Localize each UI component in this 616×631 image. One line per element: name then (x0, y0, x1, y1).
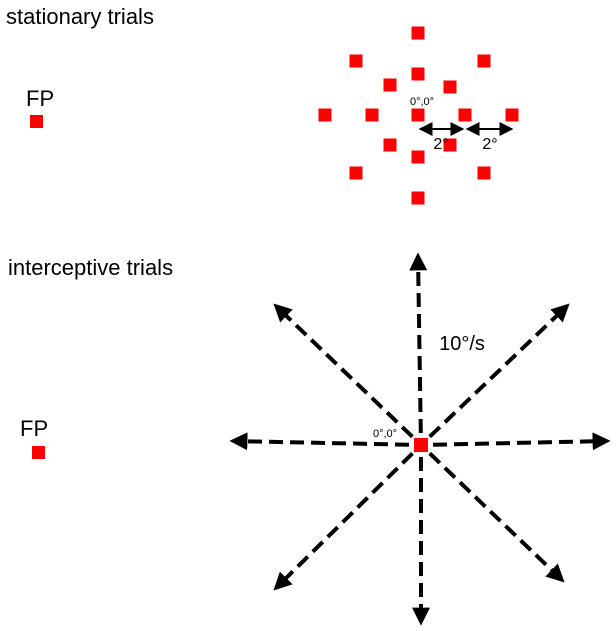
target (411, 150, 425, 164)
motion-arrow (273, 452, 414, 591)
target (477, 166, 491, 180)
target (458, 108, 472, 122)
target (505, 108, 519, 122)
motion-arrow (428, 451, 565, 583)
target (318, 108, 332, 122)
target (477, 54, 491, 68)
motion-arrows (229, 252, 611, 626)
target (411, 108, 425, 122)
stationary-title: stationary trials (6, 4, 154, 29)
target (349, 54, 363, 68)
motion-arrow (273, 303, 414, 439)
target (411, 67, 425, 81)
fp-label: FP (20, 416, 48, 441)
speed-label: 10°/s (439, 333, 485, 355)
target (443, 138, 457, 152)
fixation-point (30, 115, 43, 128)
fixation-point (32, 446, 45, 459)
origin-label: 0°,0° (410, 96, 434, 108)
target (411, 191, 425, 205)
spacing-label: 2° (433, 136, 448, 153)
target (365, 108, 379, 122)
target-grid (318, 26, 519, 205)
motion-arrow (229, 432, 410, 451)
fp-label: FP (26, 86, 54, 111)
motion-arrow (428, 303, 570, 439)
origin-label: 0°,0° (373, 428, 397, 440)
target (349, 166, 363, 180)
interceptive-title: interceptive trials (8, 255, 173, 280)
target (411, 26, 425, 40)
target (383, 78, 397, 92)
motion-arrow (432, 432, 611, 451)
target (383, 138, 397, 152)
motion-arrow (409, 252, 428, 434)
spacing-label: 2° (482, 136, 497, 153)
target (414, 438, 428, 452)
target (443, 80, 457, 94)
